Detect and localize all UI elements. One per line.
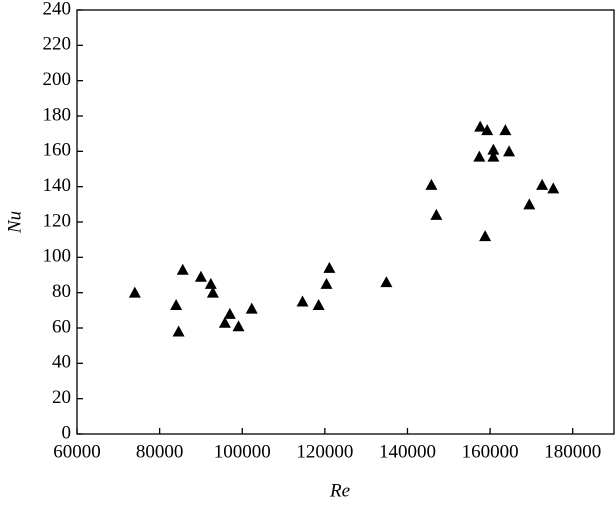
point [481, 124, 494, 136]
point [128, 286, 141, 298]
point [204, 277, 217, 289]
y-tick-label: 140 [43, 175, 72, 196]
point [425, 178, 438, 190]
point [194, 270, 207, 282]
point [176, 263, 189, 275]
point [223, 307, 236, 319]
point [296, 295, 309, 307]
point [206, 286, 219, 298]
point [523, 198, 536, 210]
y-tick-label: 160 [43, 140, 72, 161]
x-tick-label: 60000 [53, 441, 101, 462]
point [474, 120, 487, 132]
y-tick-label: 220 [43, 34, 72, 55]
point [487, 143, 500, 155]
point [547, 182, 560, 194]
point [487, 150, 500, 162]
y-axis-label: Nu [4, 211, 25, 234]
y-tick-label: 20 [52, 387, 71, 408]
x-tick-label: 140000 [379, 441, 436, 462]
x-axis-label: Re [329, 480, 350, 501]
y-tick-label: 100 [43, 246, 72, 267]
y-tick-label: 60 [52, 316, 71, 337]
y-tick-label: 120 [43, 210, 72, 231]
point [479, 230, 492, 242]
point [170, 299, 183, 311]
plot-frame [76, 9, 615, 435]
point [320, 277, 333, 289]
point [499, 124, 512, 136]
point [172, 325, 185, 337]
y-tick-label: 200 [43, 69, 72, 90]
y-tick-label: 0 [62, 422, 72, 443]
point [380, 276, 393, 288]
y-tick-label: 40 [52, 352, 71, 373]
point [536, 178, 549, 190]
point [245, 302, 258, 314]
point [503, 145, 516, 157]
x-tick-label: 180000 [544, 441, 601, 462]
point [323, 261, 336, 273]
x-tick-label: 100000 [214, 441, 271, 462]
point [218, 316, 231, 328]
x-tick-label: 160000 [462, 441, 519, 462]
point [430, 208, 443, 220]
y-tick-label: 180 [43, 104, 72, 125]
y-tick-label: 80 [52, 281, 71, 302]
point [312, 299, 325, 311]
point [473, 150, 486, 162]
x-tick-label: 80000 [136, 441, 184, 462]
point [232, 320, 245, 332]
x-tick-label: 120000 [296, 441, 353, 462]
y-tick-label: 240 [43, 0, 72, 19]
